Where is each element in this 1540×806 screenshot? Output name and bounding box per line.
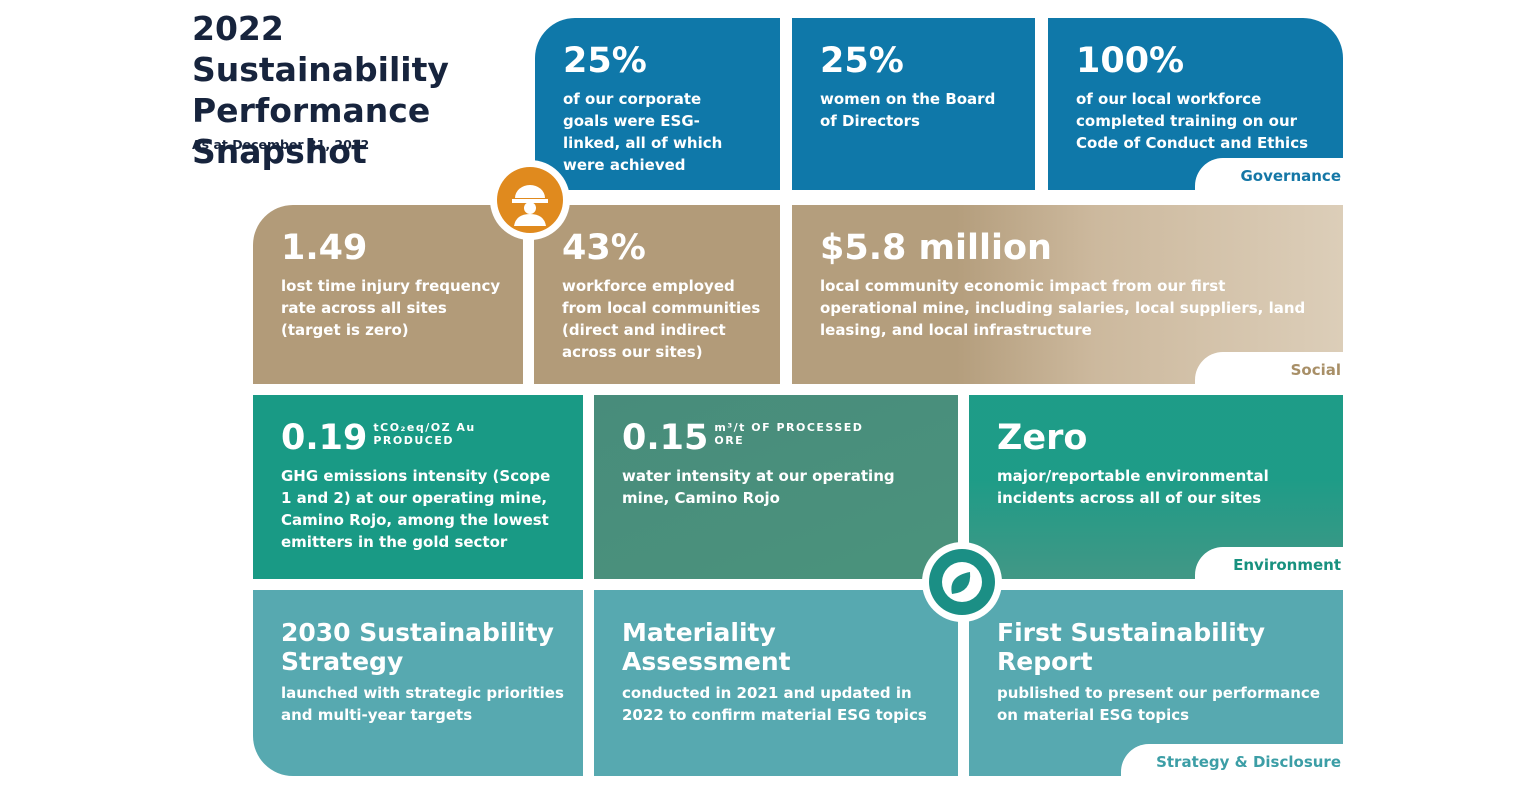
body (514, 214, 546, 226)
card: Materiality Assessment conducted in 2021 … (594, 590, 958, 776)
section-label: Environment (1195, 547, 1343, 579)
section-label: Social (1195, 352, 1343, 384)
description: of our local workforce completed trainin… (1076, 90, 1309, 152)
headline: 100% (1076, 40, 1325, 82)
leaf (951, 572, 971, 594)
headline: 1.49 (281, 227, 505, 269)
helmet (512, 185, 548, 203)
headline: 25% (820, 40, 1017, 82)
headline-value: Materiality Assessment (622, 618, 791, 676)
description: GHG emissions intensity (Scope 1 and 2) … (281, 467, 551, 551)
headline-value: First Sustainability Report (997, 618, 1266, 676)
headline-value: 2030 Sustainability Strategy (281, 618, 554, 676)
headline-value: 100% (1076, 41, 1185, 81)
headline: Materiality Assessment (622, 618, 940, 676)
headline: 0.19 tCO₂eq/OZ Au PRODUCED (281, 417, 565, 459)
headline-value: $5.8 million (820, 228, 1052, 268)
card: 25% of our corporate goals were ESG-linke… (535, 18, 780, 190)
description: lost time injury frequency rate across a… (281, 277, 501, 339)
description: workforce employed from local communitie… (562, 277, 761, 361)
unit: m³/t OF PROCESSED ORE (714, 421, 864, 447)
card: 0.19 tCO₂eq/OZ Au PRODUCED GHG emissions i… (253, 395, 583, 579)
card: 25% women on the Board of Directors (792, 18, 1035, 190)
headline-value: 0.19 (281, 418, 368, 458)
description: major/reportable environmental incidents… (997, 467, 1269, 507)
card: 0.15 m³/t OF PROCESSED ORE water intensity… (594, 395, 958, 579)
card: 43% workforce employed from local communi… (534, 205, 780, 384)
headline: 0.15 m³/t OF PROCESSED ORE (622, 417, 940, 459)
description: women on the Board of Directors (820, 90, 996, 130)
headline: First Sustainability Report (997, 618, 1325, 676)
headline-value: 0.15 (622, 418, 709, 458)
description: published to present our performance on … (997, 684, 1320, 724)
headline-value: Zero (997, 418, 1088, 458)
card: 100% of our local workforce completed tra… (1048, 18, 1343, 190)
headline: $5.8 million (820, 227, 1325, 269)
section-label: Governance (1195, 158, 1343, 190)
section-label: Strategy & Disclosure (1121, 744, 1343, 776)
card: 2030 Sustainability Strategy launched wit… (253, 590, 583, 776)
title: 2022 Sustainability Performance Snapshot (192, 9, 449, 171)
headline: 2030 Sustainability Strategy (281, 618, 565, 676)
unit: tCO₂eq/OZ Au PRODUCED (373, 421, 476, 447)
headline-value: 25% (820, 41, 904, 81)
description: conducted in 2021 and updated in 2022 to… (622, 684, 927, 724)
subtitle: As at December 31, 2022 (192, 137, 370, 152)
description: local community economic impact from our… (820, 277, 1306, 339)
head (524, 202, 536, 214)
card: 1.49 lost time injury frequency rate acro… (253, 205, 523, 384)
description: launched with strategic priorities and m… (281, 684, 564, 724)
card: Zero major/reportable environmental incid… (969, 395, 1343, 579)
headline-value: 43% (562, 228, 646, 268)
headline: Zero (997, 417, 1325, 459)
headline-value: 25% (563, 41, 647, 81)
description: of our corporate goals were ESG-linked, … (563, 90, 723, 174)
headline: 43% (562, 227, 762, 269)
headline-value: 1.49 (281, 228, 368, 268)
description: water intensity at our operating mine, C… (622, 467, 895, 507)
headline: 25% (563, 40, 762, 82)
